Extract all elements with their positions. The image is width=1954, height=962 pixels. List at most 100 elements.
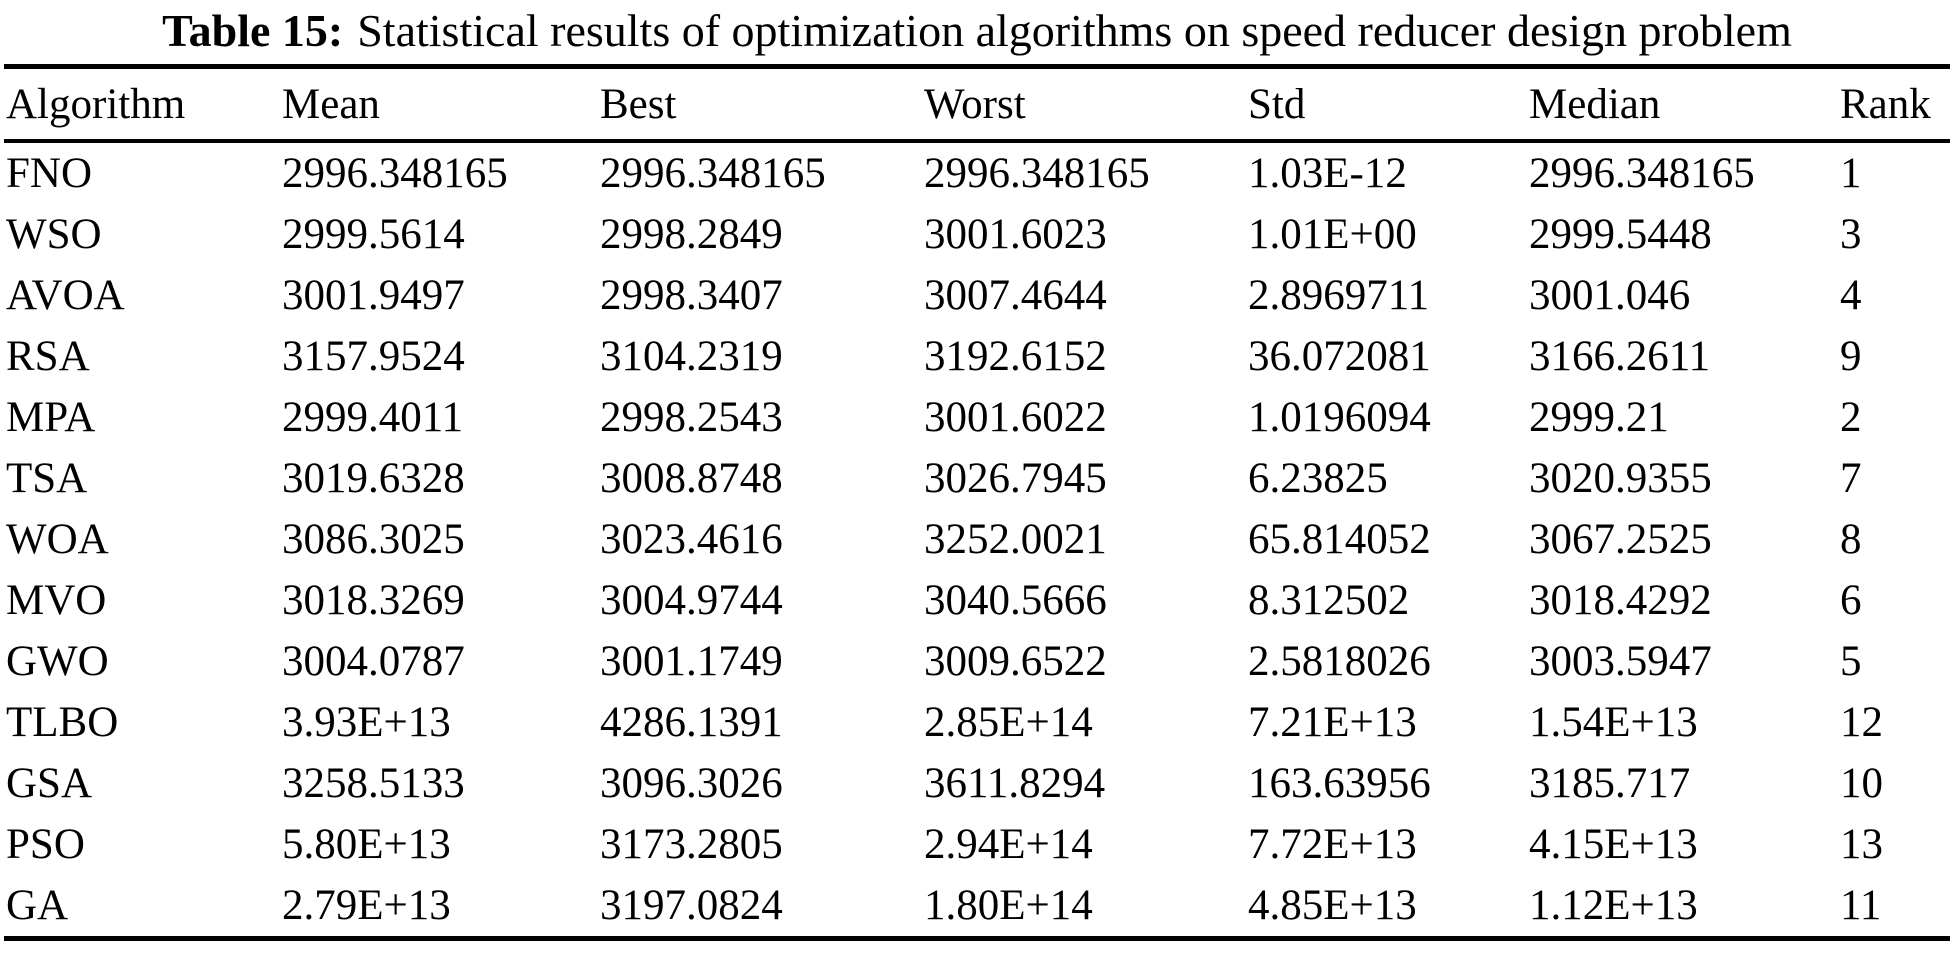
rank-cell: 12 [1840,699,1883,746]
rank-cell: 7 [1840,455,1862,502]
median-cell: 2999.5448 [1529,211,1712,258]
median-cell: 2996.348165 [1529,150,1755,197]
best-cell: 2998.3407 [600,272,783,319]
rank-cell: 6 [1840,577,1862,624]
worst-cell: 3009.6522 [924,638,1107,685]
table-row: MPA 2999.4011 2998.2543 3001.6022 1.0196094 2… [4,387,1950,448]
mean-cell: 3019.6328 [282,455,465,502]
table-row: WSO 2999.5614 2998.2849 3001.6023 1.01E+00 29… [4,204,1950,265]
table-row: GSA 3258.5133 3096.3026 3611.8294 163.63956 3… [4,753,1950,814]
worst-cell: 3192.6152 [924,333,1107,380]
mean-cell: 3004.0787 [282,638,465,685]
table-row: WOA 3086.3025 3023.4616 3252.0021 65.814052 3… [4,509,1950,570]
best-cell: 3008.8748 [600,455,783,502]
mean-cell: 2.79E+13 [282,882,451,929]
median-cell: 3003.5947 [1529,638,1712,685]
worst-cell: 2.85E+14 [924,699,1093,746]
std-cell: 2.8969711 [1248,272,1430,319]
best-cell: 2998.2543 [600,394,783,441]
rank-cell: 8 [1840,516,1862,563]
col-header-best: Best [598,66,922,143]
algorithm-cell: RSA [6,333,90,380]
rank-cell: 10 [1840,760,1883,807]
algorithm-cell: GSA [6,760,93,807]
table-caption-text: Statistical results of optimization algo… [357,5,1792,56]
rank-cell: 11 [1840,882,1882,929]
median-cell: 4.15E+13 [1529,821,1698,868]
std-cell: 36.072081 [1248,333,1431,380]
std-cell: 7.72E+13 [1248,821,1417,868]
mean-cell: 3086.3025 [282,516,465,563]
col-header-mean: Mean [280,66,598,143]
median-cell: 3018.4292 [1529,577,1712,624]
algorithm-cell: MVO [6,577,107,624]
std-cell: 1.03E-12 [1248,150,1407,197]
worst-cell: 3001.6023 [924,211,1107,258]
algorithm-cell: PSO [6,821,85,868]
mean-cell: 2996.348165 [282,150,508,197]
table-row: GA 2.79E+13 3197.0824 1.80E+14 4.85E+13 1.12E… [4,875,1950,939]
best-cell: 3023.4616 [600,516,783,563]
worst-cell: 3001.6022 [924,394,1107,441]
median-cell: 2999.21 [1529,394,1669,441]
algorithm-cell: AVOA [6,272,125,319]
table-row: PSO 5.80E+13 3173.2805 2.94E+14 7.72E+13 4.15… [4,814,1950,875]
worst-cell: 3252.0021 [924,516,1107,563]
median-cell: 3166.2611 [1529,333,1711,380]
rank-cell: 3 [1840,211,1862,258]
table-row: AVOA 3001.9497 2998.3407 3007.4644 2.8969711… [4,265,1950,326]
rank-cell: 13 [1840,821,1883,868]
worst-cell: 3611.8294 [924,760,1106,807]
table-row: MVO 3018.3269 3004.9744 3040.5666 8.312502 30… [4,570,1950,631]
rank-cell: 1 [1840,150,1862,197]
rank-cell: 2 [1840,394,1862,441]
best-cell: 2996.348165 [600,150,826,197]
median-cell: 1.12E+13 [1529,882,1698,929]
table-row: FNO 2996.348165 2996.348165 2996.348165 1.03… [4,141,1950,204]
worst-cell: 1.80E+14 [924,882,1093,929]
col-header-worst: Worst [922,66,1246,143]
algorithm-cell: GA [6,882,69,929]
algorithm-cell: TSA [6,455,88,502]
algorithm-cell: WSO [6,211,102,258]
table-caption: Table 15: Statistical results of optimiza… [0,0,1954,58]
col-header-std: Std [1246,66,1527,143]
best-cell: 3197.0824 [600,882,783,929]
mean-cell: 2999.5614 [282,211,465,258]
mean-cell: 3258.5133 [282,760,465,807]
results-table: Algorithm Mean Best Worst Std Median Ran… [4,64,1950,941]
algorithm-cell: TLBO [6,699,119,746]
std-cell: 8.312502 [1248,577,1410,624]
mean-cell: 3001.9497 [282,272,465,319]
median-cell: 3067.2525 [1529,516,1712,563]
mean-cell: 3.93E+13 [282,699,451,746]
best-cell: 4286.1391 [600,699,783,746]
table-row: TSA 3019.6328 3008.8748 3026.7945 6.23825 302… [4,448,1950,509]
best-cell: 3096.3026 [600,760,783,807]
std-cell: 1.0196094 [1248,394,1431,441]
median-cell: 3185.717 [1529,760,1691,807]
std-cell: 163.63956 [1248,760,1431,807]
rank-cell: 4 [1840,272,1862,319]
std-cell: 2.5818026 [1248,638,1431,685]
std-cell: 4.85E+13 [1248,882,1417,929]
algorithm-cell: GWO [6,638,109,685]
mean-cell: 2999.4011 [282,394,464,441]
best-cell: 3001.1749 [600,638,783,685]
header-row: Algorithm Mean Best Worst Std Median Ran… [4,66,1950,143]
table-body: FNO 2996.348165 2996.348165 2996.348165 1.03… [4,141,1950,939]
rank-cell: 5 [1840,638,1862,685]
worst-cell: 2.94E+14 [924,821,1093,868]
best-cell: 2998.2849 [600,211,783,258]
col-header-rank: Rank [1838,66,1950,143]
algorithm-cell: FNO [6,150,93,197]
table-row: TLBO 3.93E+13 4286.1391 2.85E+14 7.21E+13 1.5… [4,692,1950,753]
std-cell: 6.23825 [1248,455,1388,502]
mean-cell: 3018.3269 [282,577,465,624]
col-header-median: Median [1527,66,1838,143]
table-row: RSA 3157.9524 3104.2319 3192.6152 36.072081 3… [4,326,1950,387]
worst-cell: 3007.4644 [924,272,1107,319]
std-cell: 7.21E+13 [1248,699,1417,746]
mean-cell: 3157.9524 [282,333,465,380]
worst-cell: 3040.5666 [924,577,1107,624]
